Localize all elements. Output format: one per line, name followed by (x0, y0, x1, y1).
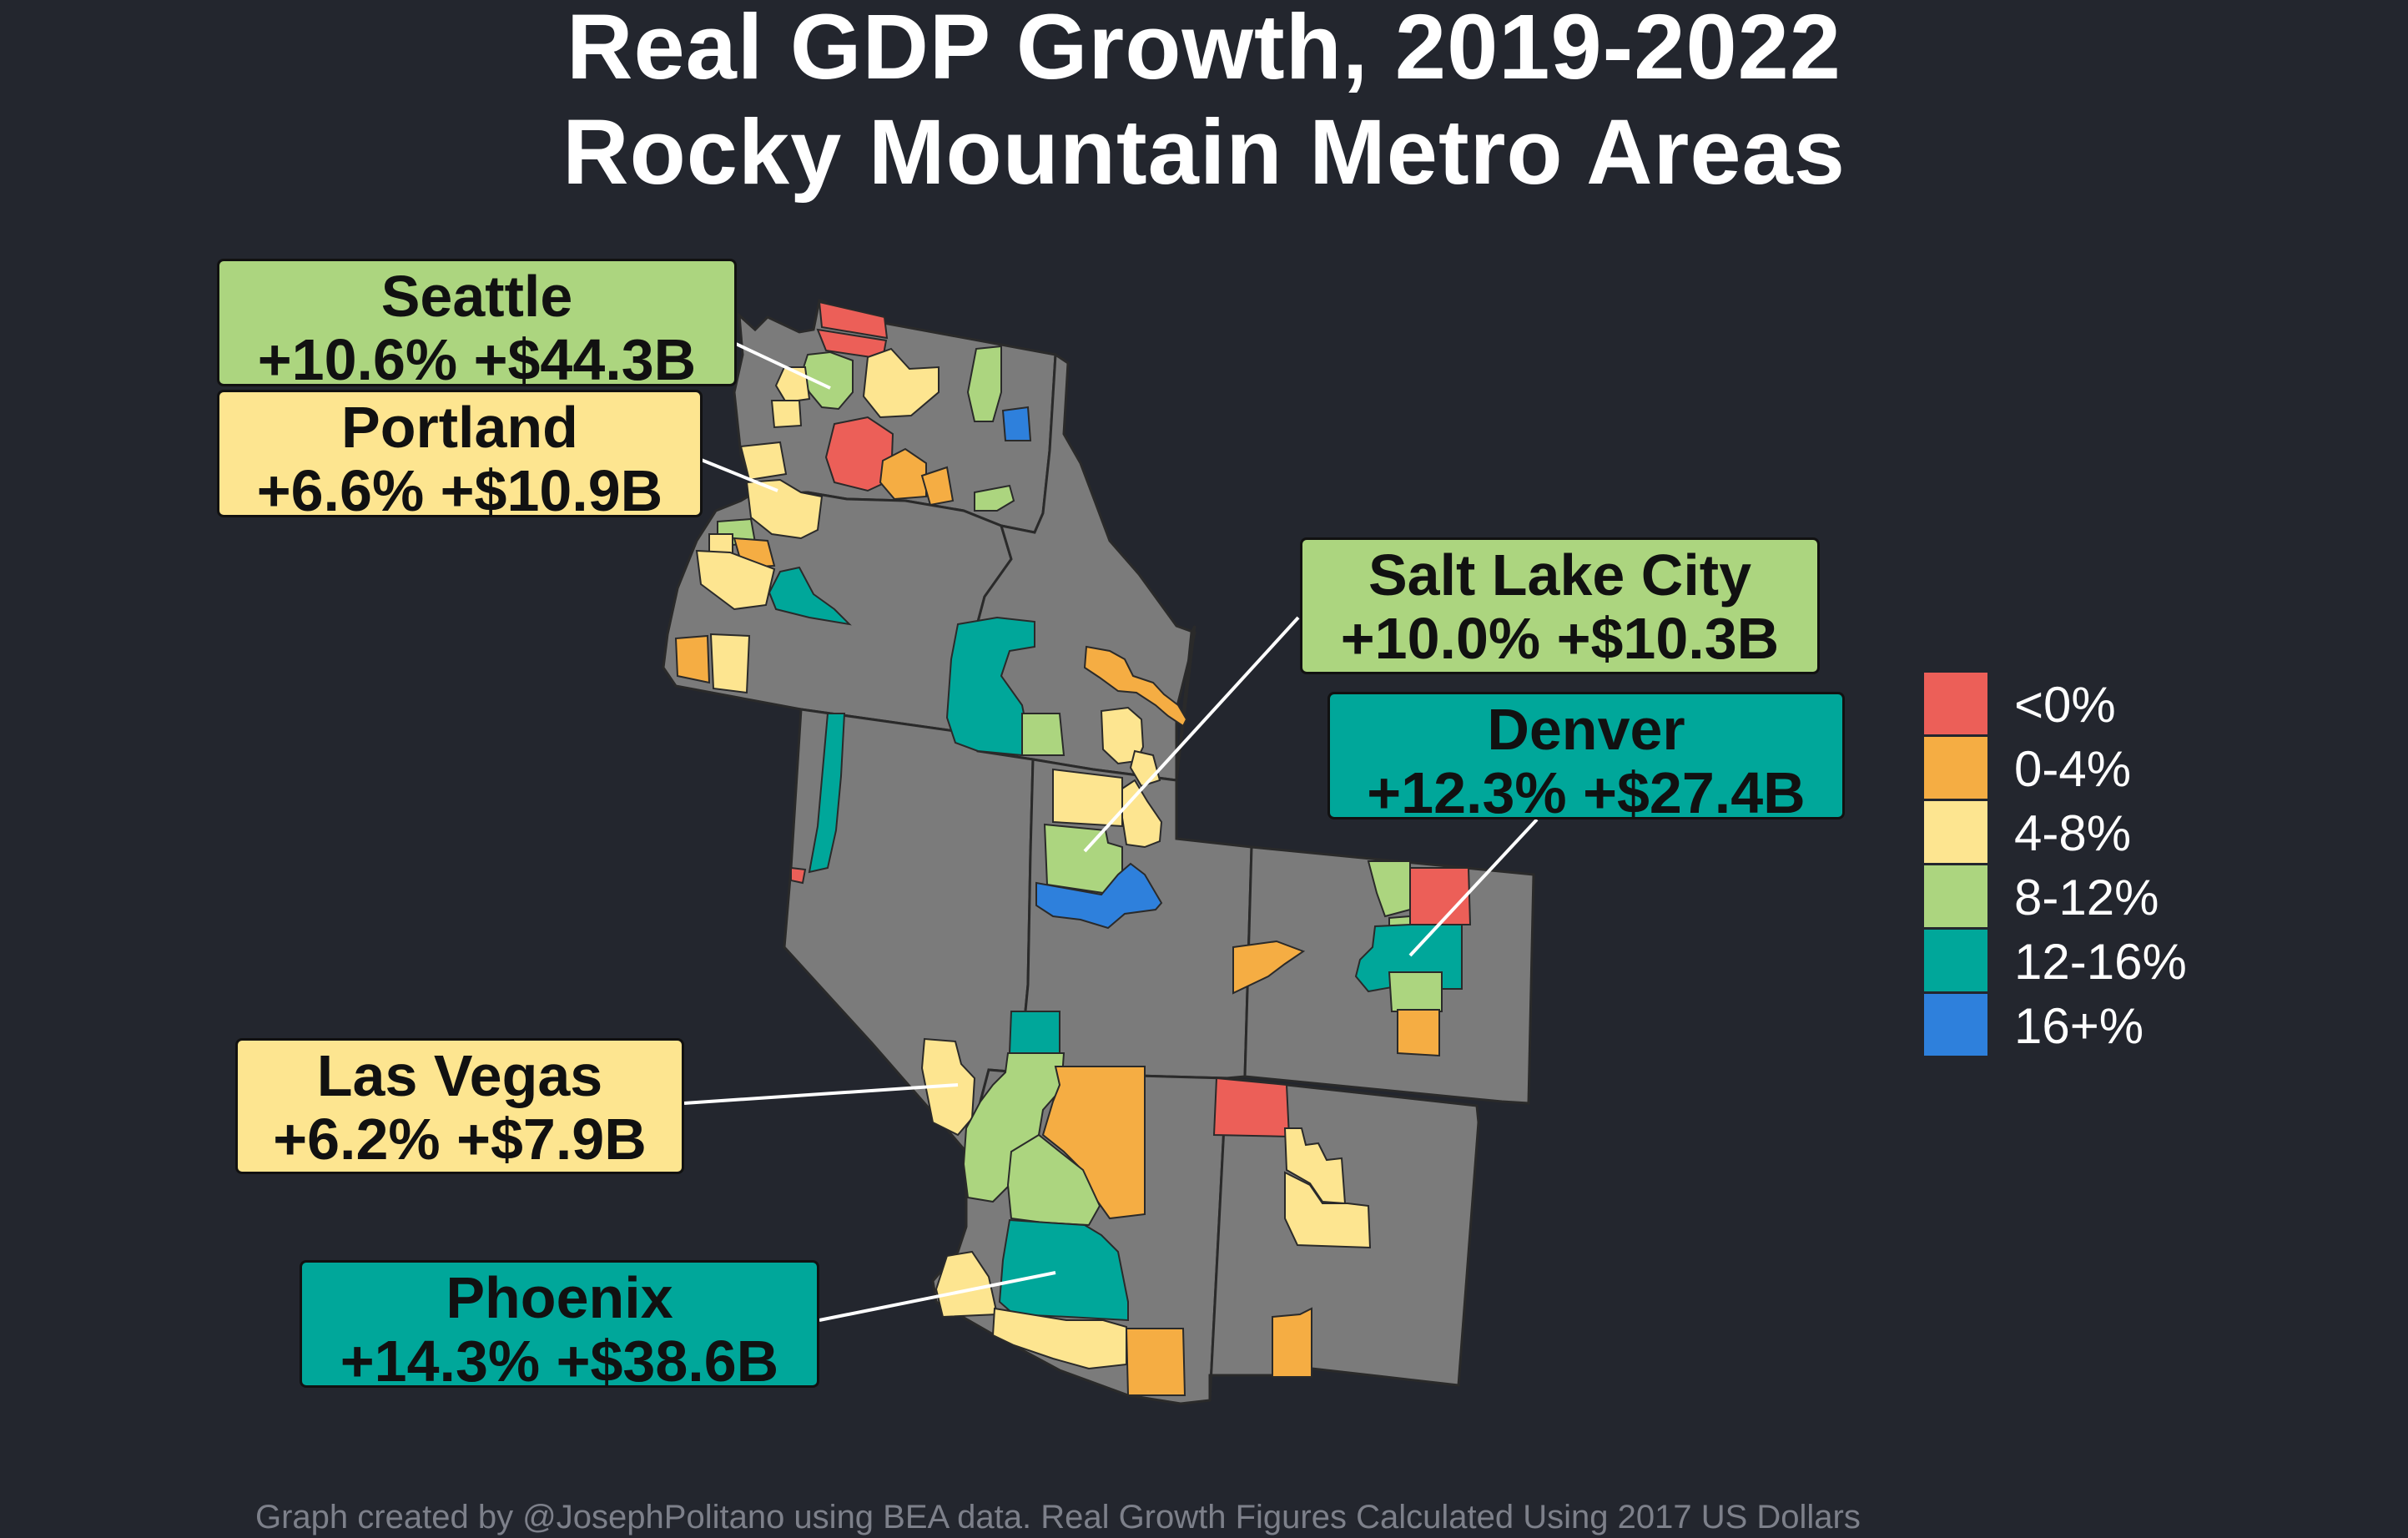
legend-swatch (1924, 737, 1987, 799)
seattle-city-label: Seattle (380, 264, 573, 329)
metro-reno (808, 713, 846, 874)
state-wyoming (1175, 625, 1196, 781)
metro-santa-fe (1283, 1127, 1347, 1205)
seattle-callout: Seattle +10.6% +$44.3B (217, 259, 737, 391)
las-vegas-stats: +6.2% +$7.9B (273, 1107, 647, 1172)
portland-leader-line (698, 457, 778, 492)
metro-idaho-falls (1083, 645, 1188, 728)
legend-label: 12-16% (2014, 934, 2187, 990)
denver-city-label: Denver (1487, 697, 1685, 762)
legend-label: 4-8% (2014, 805, 2132, 861)
denver-stats: +12.3% +$27.4B (1367, 760, 1806, 825)
metro-pueblo (1397, 1009, 1440, 1057)
seattle-leader-line (735, 342, 831, 390)
metro-areas (674, 300, 1472, 1396)
metro-prescott (1006, 1133, 1101, 1227)
metro-eugene (695, 549, 776, 611)
chart-title-line-2: Rocky Mountain Metro Areas (562, 101, 1846, 204)
metro-bend (768, 566, 852, 626)
denver-callout: Denver +12.3% +$27.4B (1327, 692, 1845, 824)
legend-swatch (1924, 801, 1987, 863)
source-caption: Graph created by @JosephPolitano using B… (255, 1499, 1861, 1535)
legend-label: 0-4% (2014, 741, 2132, 797)
legend-swatch (1924, 865, 1987, 927)
metro-fort-collins (1367, 860, 1411, 918)
phoenix-callout: Phoenix +14.3% +$38.6B (300, 1260, 819, 1393)
metro-st-george (1008, 1011, 1060, 1054)
legend-swatch (1924, 673, 1987, 734)
metro-olympia (770, 400, 803, 429)
phoenix-stats: +14.3% +$38.6B (340, 1329, 779, 1394)
metro-greeley (1409, 867, 1472, 925)
metro-bellingham (818, 300, 889, 340)
callout-leader-lines (683, 342, 1539, 1322)
salt-lake-city-stats: +10.0% +$10.3B (1340, 606, 1780, 671)
metro-walla-walla (920, 466, 955, 507)
metro-spokane (966, 345, 1002, 422)
salt-lake-city-leader-line (1083, 616, 1300, 853)
metro-sierra-vista (1125, 1328, 1186, 1396)
metro-farmington (1212, 1077, 1291, 1138)
las-vegas-callout: Las Vegas +6.2% +$7.9B (235, 1038, 684, 1174)
chart-title-line-1: Real GDP Growth, 2019-2022 (567, 0, 1841, 98)
seattle-stats: +10.6% +$44.3B (257, 327, 697, 392)
legend-swatch (1924, 930, 1987, 991)
metro-medford (709, 633, 751, 694)
legend-label: <0% (2014, 677, 2116, 733)
metro-wenatchee (862, 347, 940, 419)
salt-lake-city-city-label: Salt Lake City (1368, 542, 1752, 608)
metro-lewiston (974, 484, 1015, 512)
portland-stats: +6.6% +$10.9B (256, 458, 663, 523)
metro-coeur-d-alene (1001, 406, 1032, 441)
metro-grants-pass (674, 634, 711, 684)
metro-carson-city (790, 866, 807, 885)
metro-yakima (824, 416, 894, 492)
metro-ogden (1052, 768, 1123, 828)
portland-callout: Portland +6.6% +$10.9B (217, 390, 703, 522)
metro-tucson (991, 1307, 1127, 1370)
legend-label: 8-12% (2014, 870, 2159, 925)
metro-albuquerque (1284, 1171, 1372, 1249)
metro-portland (745, 478, 824, 540)
metro-phoenix (998, 1218, 1129, 1322)
legend-swatch (1924, 994, 1987, 1056)
metro-grand-junction (1232, 940, 1306, 995)
metro-twin-falls (1021, 713, 1065, 756)
metro-provo (1035, 862, 1163, 930)
denver-leader-line (1408, 818, 1539, 957)
metro-colorado-springs (1388, 971, 1443, 1012)
salt-lake-city-callout: Salt Lake City +10.0% +$10.3B (1300, 537, 1820, 674)
legend-label: 16+% (2014, 998, 2144, 1054)
las-vegas-city-label: Las Vegas (316, 1043, 603, 1108)
las-vegas-leader-line (683, 1083, 959, 1105)
metro-las-cruces (1272, 1307, 1312, 1378)
portland-city-label: Portland (341, 395, 578, 460)
phoenix-leader-line (819, 1271, 1056, 1322)
metro-longview (739, 441, 788, 482)
phoenix-city-label: Phoenix (446, 1265, 673, 1330)
metro-tri-cities (879, 447, 927, 501)
